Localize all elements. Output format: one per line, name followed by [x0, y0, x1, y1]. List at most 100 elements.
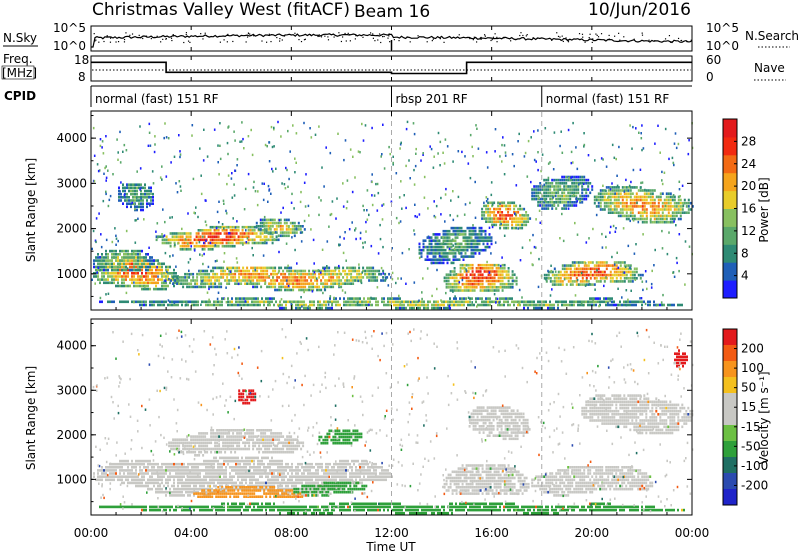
power-cell [667, 214, 670, 218]
power-cell [651, 214, 654, 218]
power-cell [555, 280, 558, 283]
power-cell [271, 235, 274, 238]
power-cell [323, 267, 326, 271]
power-cell [267, 184, 270, 188]
power-cell [121, 300, 123, 304]
power-cell [649, 189, 652, 192]
power-cell [261, 218, 264, 222]
power-cell [617, 201, 620, 205]
power-cell [169, 278, 171, 281]
power-cell [332, 282, 335, 285]
power-cell [186, 272, 189, 276]
power-cell [642, 233, 644, 236]
power-cell [553, 191, 556, 195]
power-cell [292, 269, 295, 273]
power-cell [525, 214, 528, 217]
power-cell [595, 300, 597, 304]
power-cell [269, 218, 272, 222]
power-cell [487, 282, 490, 286]
power-cell [157, 300, 159, 304]
power-cell [105, 293, 107, 296]
power-cell [495, 223, 498, 227]
velocity-cell [149, 481, 151, 485]
power-cell [208, 282, 211, 285]
power-cell [501, 223, 504, 227]
velocity-cell [135, 462, 137, 466]
power-cell [217, 241, 220, 245]
power-cell [140, 199, 142, 202]
power-cell [595, 198, 598, 202]
noise-point [393, 39, 395, 41]
power-cell [134, 241, 137, 244]
power-cell [127, 256, 129, 259]
power-cell [439, 140, 442, 144]
power-cell [160, 272, 163, 275]
power-cell [475, 276, 478, 280]
velocity-cell [173, 462, 175, 466]
power-cell [503, 220, 506, 223]
power-cell [107, 259, 109, 262]
power-cell [401, 306, 403, 310]
power-cell [107, 265, 109, 269]
power-cell [217, 235, 220, 238]
velocity-cell [179, 478, 181, 482]
power-cell [462, 233, 465, 236]
power-cell [103, 262, 105, 266]
power-cell [195, 238, 198, 242]
power-cell [567, 264, 570, 267]
power-cell [529, 239, 531, 242]
power-cell [248, 279, 251, 282]
noise-point [608, 38, 610, 40]
power-cell [582, 304, 585, 307]
power-cell [181, 244, 184, 248]
power-cell [629, 280, 632, 283]
power-cell [107, 278, 109, 281]
power-cell [671, 156, 674, 160]
power-cell [243, 232, 246, 235]
power-cell [288, 279, 291, 282]
power-cell [595, 280, 598, 283]
power-cell [239, 241, 242, 245]
power-cell [444, 258, 447, 261]
colorbar-swatch [723, 119, 737, 138]
power-cell [370, 269, 373, 273]
power-cell [225, 301, 228, 304]
power-cell [293, 221, 296, 225]
velocity-cell [103, 472, 105, 475]
power-cell [397, 306, 399, 310]
power-cell [162, 208, 164, 211]
power-cell [227, 225, 230, 229]
power-cell [103, 259, 105, 262]
power-cell [625, 178, 627, 182]
power-cell [127, 284, 129, 288]
power-cell [322, 276, 325, 279]
power-cell [503, 204, 506, 208]
velocity-cell [159, 487, 161, 491]
power-cell [440, 245, 443, 249]
noise-point [145, 35, 148, 37]
power-cell [573, 201, 576, 204]
power-cell [237, 235, 240, 238]
power-cell [496, 297, 499, 300]
power-cell [211, 303, 213, 307]
power-cell [133, 265, 135, 269]
power-cell [149, 287, 151, 291]
power-cell [139, 278, 141, 281]
cpid-row: CPID normal (fast) 151 RF rbsp 201 RF norm… [4, 85, 692, 107]
power-cell [169, 272, 171, 275]
power-cell [313, 271, 316, 274]
power-cell [637, 195, 640, 199]
power-cell [422, 242, 425, 246]
power-cell [105, 192, 107, 196]
power-cell [127, 272, 129, 275]
power-cell [338, 276, 341, 279]
noise-point [347, 32, 349, 34]
power-cell [231, 232, 234, 235]
velocity-cell [145, 469, 147, 472]
power-cell [395, 306, 397, 310]
noise-point [327, 36, 329, 38]
power-cell [615, 198, 618, 202]
power-cell [477, 147, 480, 150]
power-cell [623, 214, 626, 218]
power-cell [577, 261, 580, 264]
